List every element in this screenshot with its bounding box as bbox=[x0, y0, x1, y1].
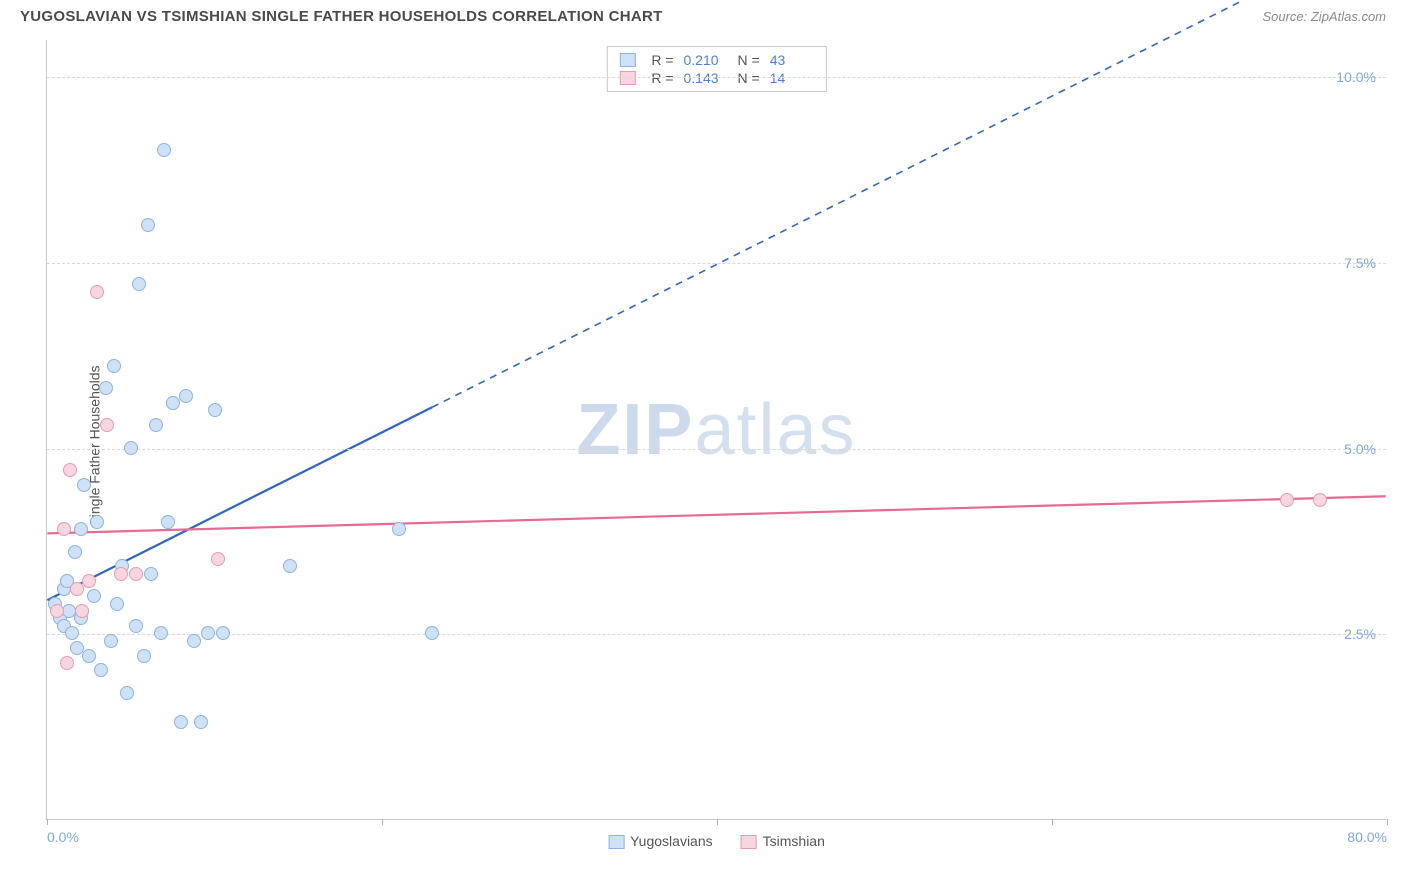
scatter-point bbox=[154, 626, 168, 640]
legend-swatch bbox=[619, 53, 635, 67]
y-tick-label: 5.0% bbox=[1344, 441, 1376, 457]
x-tick bbox=[1387, 819, 1388, 825]
scatter-point bbox=[99, 381, 113, 395]
scatter-point bbox=[201, 626, 215, 640]
source-label: Source: ZipAtlas.com bbox=[1262, 9, 1386, 24]
scatter-point bbox=[174, 715, 188, 729]
scatter-point bbox=[129, 567, 143, 581]
scatter-point bbox=[392, 522, 406, 536]
scatter-point bbox=[194, 715, 208, 729]
scatter-point bbox=[114, 567, 128, 581]
scatter-point bbox=[216, 626, 230, 640]
scatter-point bbox=[211, 552, 225, 566]
scatter-point bbox=[90, 515, 104, 529]
scatter-point bbox=[179, 389, 193, 403]
scatter-point bbox=[157, 143, 171, 157]
legend-item: Tsimshian bbox=[741, 833, 825, 849]
legend-item: Yugoslavians bbox=[608, 833, 713, 849]
x-tick-label: 0.0% bbox=[47, 829, 79, 845]
scatter-point bbox=[60, 656, 74, 670]
scatter-point bbox=[68, 545, 82, 559]
scatter-point bbox=[137, 649, 151, 663]
scatter-point bbox=[57, 522, 71, 536]
scatter-point bbox=[166, 396, 180, 410]
x-tick bbox=[717, 819, 718, 825]
scatter-point bbox=[100, 418, 114, 432]
gridline-h bbox=[47, 449, 1386, 450]
scatter-point bbox=[141, 218, 155, 232]
scatter-point bbox=[144, 567, 158, 581]
scatter-point bbox=[425, 626, 439, 640]
stats-row: R =0.210N =43 bbox=[619, 51, 813, 69]
gridline-h bbox=[47, 77, 1386, 78]
scatter-point bbox=[82, 649, 96, 663]
gridline-h bbox=[47, 263, 1386, 264]
scatter-point bbox=[1280, 493, 1294, 507]
scatter-point bbox=[104, 634, 118, 648]
scatter-point bbox=[132, 277, 146, 291]
scatter-point bbox=[90, 285, 104, 299]
scatter-point bbox=[74, 522, 88, 536]
scatter-point bbox=[87, 589, 101, 603]
scatter-point bbox=[110, 597, 124, 611]
x-tick bbox=[1052, 819, 1053, 825]
scatter-point bbox=[75, 604, 89, 618]
scatter-point bbox=[283, 559, 297, 573]
scatter-point bbox=[63, 463, 77, 477]
scatter-point bbox=[107, 359, 121, 373]
scatter-point bbox=[161, 515, 175, 529]
stats-legend-box: R =0.210N =43R =0.143N =14 bbox=[606, 46, 826, 92]
chart-title: YUGOSLAVIAN VS TSIMSHIAN SINGLE FATHER H… bbox=[20, 8, 663, 25]
scatter-point bbox=[77, 478, 91, 492]
scatter-point bbox=[1313, 493, 1327, 507]
scatter-point bbox=[82, 574, 96, 588]
scatter-point bbox=[120, 686, 134, 700]
scatter-point bbox=[50, 604, 64, 618]
gridline-h bbox=[47, 634, 1386, 635]
x-tick bbox=[382, 819, 383, 825]
chart-plot-area: ZIPatlas R =0.210N =43R =0.143N =14 Yugo… bbox=[46, 40, 1386, 820]
legend-swatch bbox=[741, 835, 757, 849]
scatter-point bbox=[149, 418, 163, 432]
watermark: ZIPatlas bbox=[576, 389, 856, 471]
scatter-point bbox=[65, 626, 79, 640]
y-tick-label: 10.0% bbox=[1336, 69, 1376, 85]
scatter-point bbox=[187, 634, 201, 648]
legend-swatch bbox=[608, 835, 624, 849]
scatter-point bbox=[208, 403, 222, 417]
scatter-point bbox=[129, 619, 143, 633]
trend-lines bbox=[47, 40, 1386, 819]
x-tick-label: 80.0% bbox=[1347, 829, 1387, 845]
legend-bottom: Yugoslavians Tsimshian bbox=[608, 833, 825, 849]
y-tick-label: 7.5% bbox=[1344, 255, 1376, 271]
x-tick bbox=[47, 819, 48, 825]
y-tick-label: 2.5% bbox=[1344, 626, 1376, 642]
scatter-point bbox=[124, 441, 138, 455]
scatter-point bbox=[94, 663, 108, 677]
